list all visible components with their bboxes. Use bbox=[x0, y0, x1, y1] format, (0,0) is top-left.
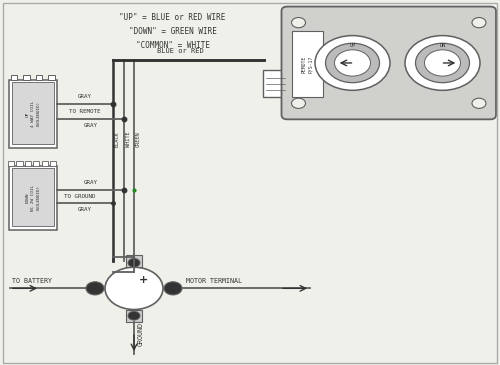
Text: UP: UP bbox=[350, 43, 356, 48]
Text: UP
4 WAY COIL
(SOLENOID): UP 4 WAY COIL (SOLENOID) bbox=[26, 101, 40, 127]
Text: GROUND: GROUND bbox=[138, 322, 144, 346]
Bar bbox=[36, 75, 43, 80]
Circle shape bbox=[128, 311, 140, 320]
Text: "DOWN" = GREEN WIRE: "DOWN" = GREEN WIRE bbox=[128, 27, 216, 36]
Text: GRAY: GRAY bbox=[83, 180, 97, 185]
Bar bbox=[11, 75, 17, 80]
Bar bbox=[42, 161, 48, 166]
Circle shape bbox=[292, 18, 306, 28]
Bar bbox=[48, 75, 55, 80]
Text: GRAY: GRAY bbox=[78, 94, 92, 99]
FancyBboxPatch shape bbox=[292, 31, 322, 97]
Text: TO BATTERY: TO BATTERY bbox=[12, 278, 52, 284]
FancyBboxPatch shape bbox=[9, 166, 56, 230]
Text: "UP" = BLUE or RED WIRE: "UP" = BLUE or RED WIRE bbox=[120, 13, 226, 22]
Bar bbox=[8, 161, 14, 166]
Circle shape bbox=[86, 282, 104, 295]
Text: GREEN: GREEN bbox=[136, 131, 141, 146]
Text: TO GROUND: TO GROUND bbox=[64, 194, 95, 199]
Text: GRAY: GRAY bbox=[78, 207, 92, 212]
FancyBboxPatch shape bbox=[9, 80, 56, 148]
Bar bbox=[34, 161, 40, 166]
Circle shape bbox=[128, 258, 140, 267]
Bar bbox=[24, 75, 30, 80]
Circle shape bbox=[164, 282, 182, 295]
Bar bbox=[16, 161, 22, 166]
Text: +: + bbox=[138, 275, 147, 285]
Text: REMOTE
P/S-17: REMOTE P/S-17 bbox=[302, 55, 312, 73]
Text: DN: DN bbox=[440, 43, 446, 48]
Circle shape bbox=[334, 50, 370, 76]
Bar bbox=[50, 161, 56, 166]
Circle shape bbox=[472, 18, 486, 28]
Circle shape bbox=[326, 43, 380, 82]
Text: BLACK: BLACK bbox=[114, 131, 119, 146]
FancyBboxPatch shape bbox=[12, 82, 54, 144]
Bar bbox=[25, 161, 31, 166]
Text: "COMMON" = WHITE: "COMMON" = WHITE bbox=[136, 41, 210, 50]
FancyBboxPatch shape bbox=[262, 70, 288, 97]
FancyBboxPatch shape bbox=[12, 168, 54, 226]
FancyBboxPatch shape bbox=[126, 310, 142, 322]
Circle shape bbox=[416, 43, 470, 82]
Circle shape bbox=[424, 50, 460, 76]
Circle shape bbox=[472, 98, 486, 108]
Circle shape bbox=[105, 267, 163, 310]
FancyBboxPatch shape bbox=[126, 255, 142, 267]
Circle shape bbox=[292, 98, 306, 108]
Circle shape bbox=[405, 35, 480, 90]
Text: WHITE: WHITE bbox=[126, 131, 131, 146]
Circle shape bbox=[315, 35, 390, 90]
Text: GRAY: GRAY bbox=[83, 123, 97, 128]
Text: BLUE or RED: BLUE or RED bbox=[156, 48, 204, 54]
FancyBboxPatch shape bbox=[282, 7, 496, 119]
Text: MOTOR TERMINAL: MOTOR TERMINAL bbox=[186, 278, 242, 284]
Text: DOWN
NC 2W COIL
(SOLENOID): DOWN NC 2W COIL (SOLENOID) bbox=[26, 185, 40, 211]
Text: TO REMOTE: TO REMOTE bbox=[70, 109, 101, 114]
